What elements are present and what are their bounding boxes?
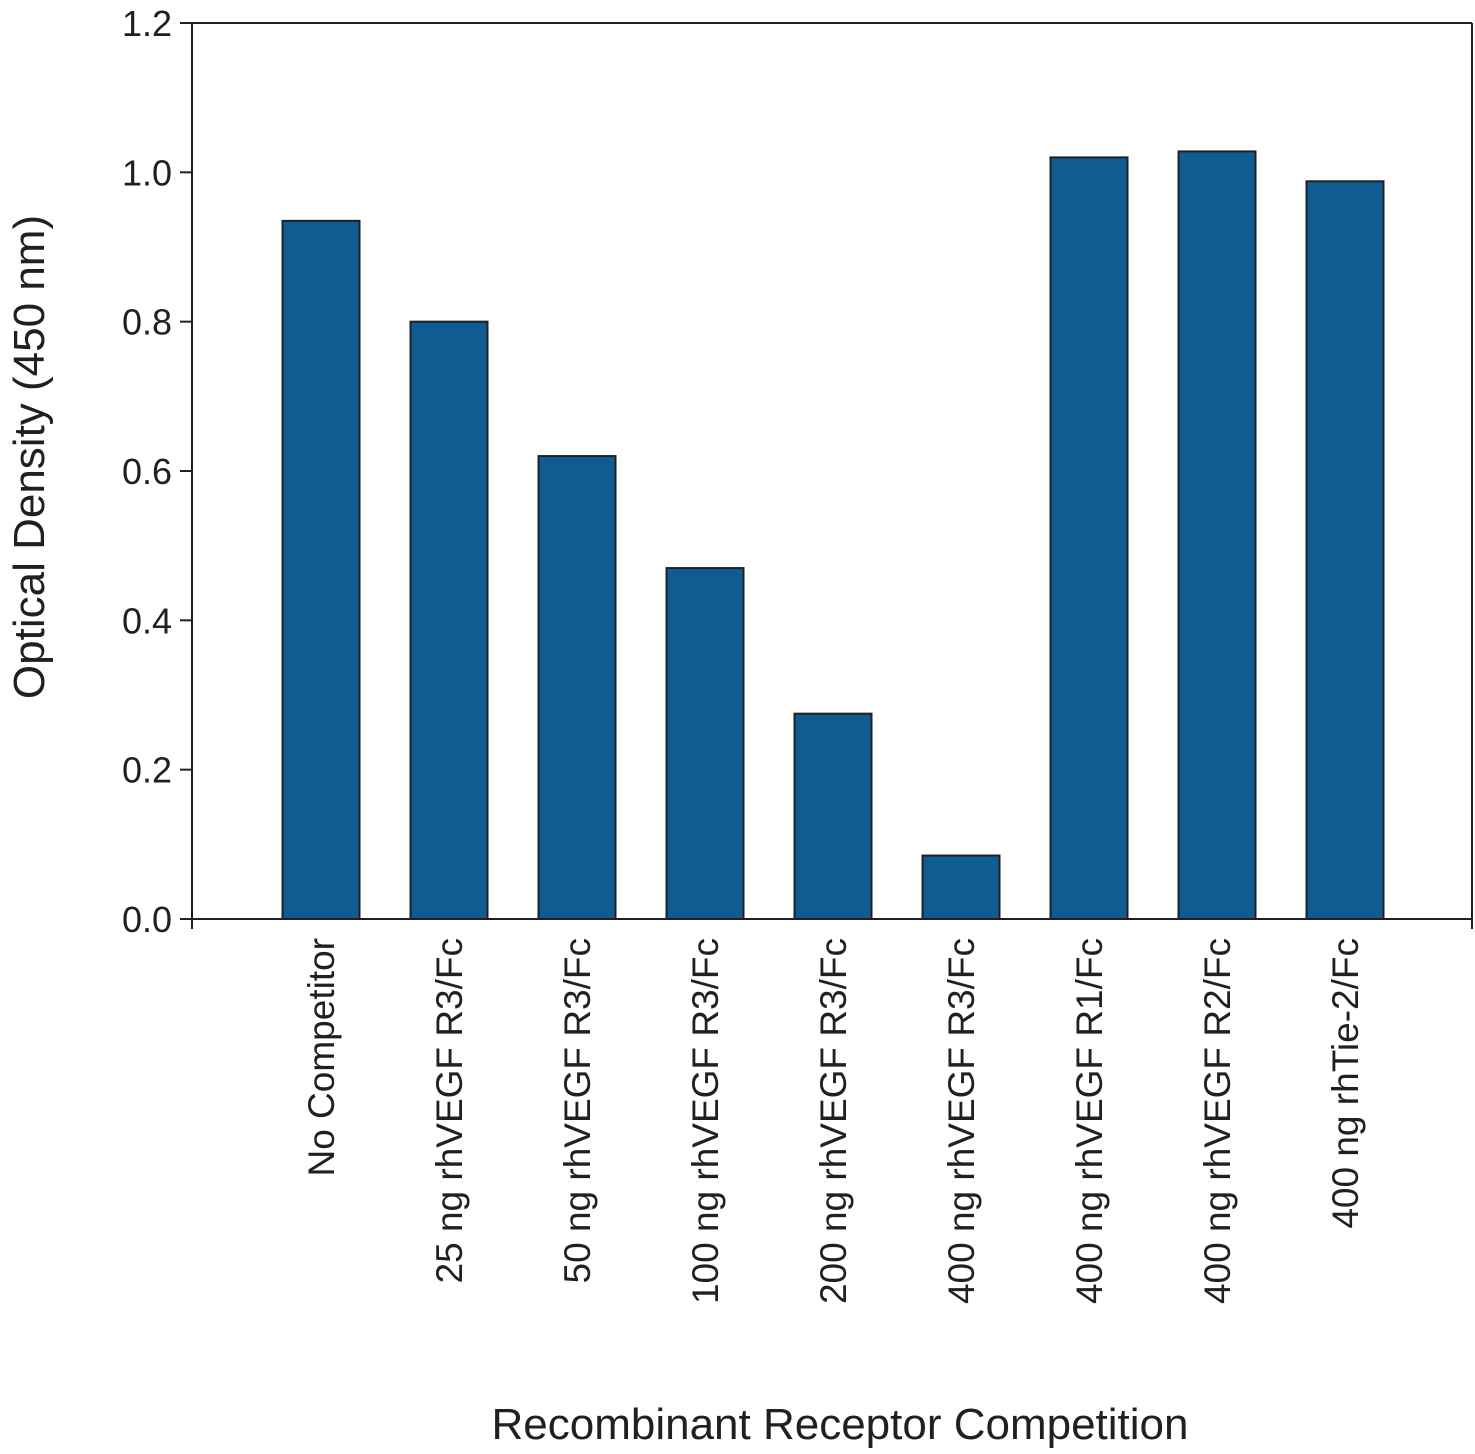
x-axis-title: Recombinant Receptor Competition: [491, 1400, 1188, 1449]
x-category-label: 400 ng rhVEGF R3/Fc: [941, 938, 982, 1304]
x-category-label: No Competitor: [301, 938, 342, 1177]
bar: [537, 455, 617, 920]
axes-group: [191, 22, 1473, 929]
y-tick-label: 1.0: [122, 152, 172, 193]
y-tick-label: 0.6: [122, 451, 172, 492]
x-category-label: 400 ng rhVEGF R2/Fc: [1197, 938, 1238, 1304]
y-axis-title: Optical Density (450 nm): [5, 215, 54, 699]
bars-group: [281, 150, 1385, 921]
bar: [921, 854, 1001, 920]
x-category-label: 25 ng rhVEGF R3/Fc: [429, 938, 470, 1283]
bar: [1049, 156, 1129, 920]
x-category-label: 400 ng rhTie-2/Fc: [1325, 938, 1366, 1229]
x-category-label: 400 ng rhVEGF R1/Fc: [1069, 938, 1110, 1304]
bar: [665, 567, 745, 920]
bar: [409, 320, 489, 920]
y-tick-label: 0.4: [122, 600, 172, 641]
x-category-label: 50 ng rhVEGF R3/Fc: [557, 938, 598, 1283]
x-labels-group: No Competitor 25 ng rhVEGF R3/Fc 50 ng rhV…: [301, 938, 1366, 1304]
y-tick-label: 0.0: [122, 899, 172, 940]
bar: [281, 219, 361, 921]
bar: [1305, 180, 1385, 920]
x-category-label: 100 ng rhVEGF R3/Fc: [685, 938, 726, 1304]
y-tick-label: 0.8: [122, 302, 172, 343]
x-category-label: 200 ng rhVEGF R3/Fc: [813, 938, 854, 1304]
bar: [793, 712, 873, 921]
y-ticks-group: 0.0 0.2 0.4 0.6 0.8 1.0 1.2: [122, 3, 192, 940]
y-tick-label: 0.2: [122, 750, 172, 791]
y-tick-label: 1.2: [122, 3, 172, 44]
bar: [1177, 150, 1257, 920]
